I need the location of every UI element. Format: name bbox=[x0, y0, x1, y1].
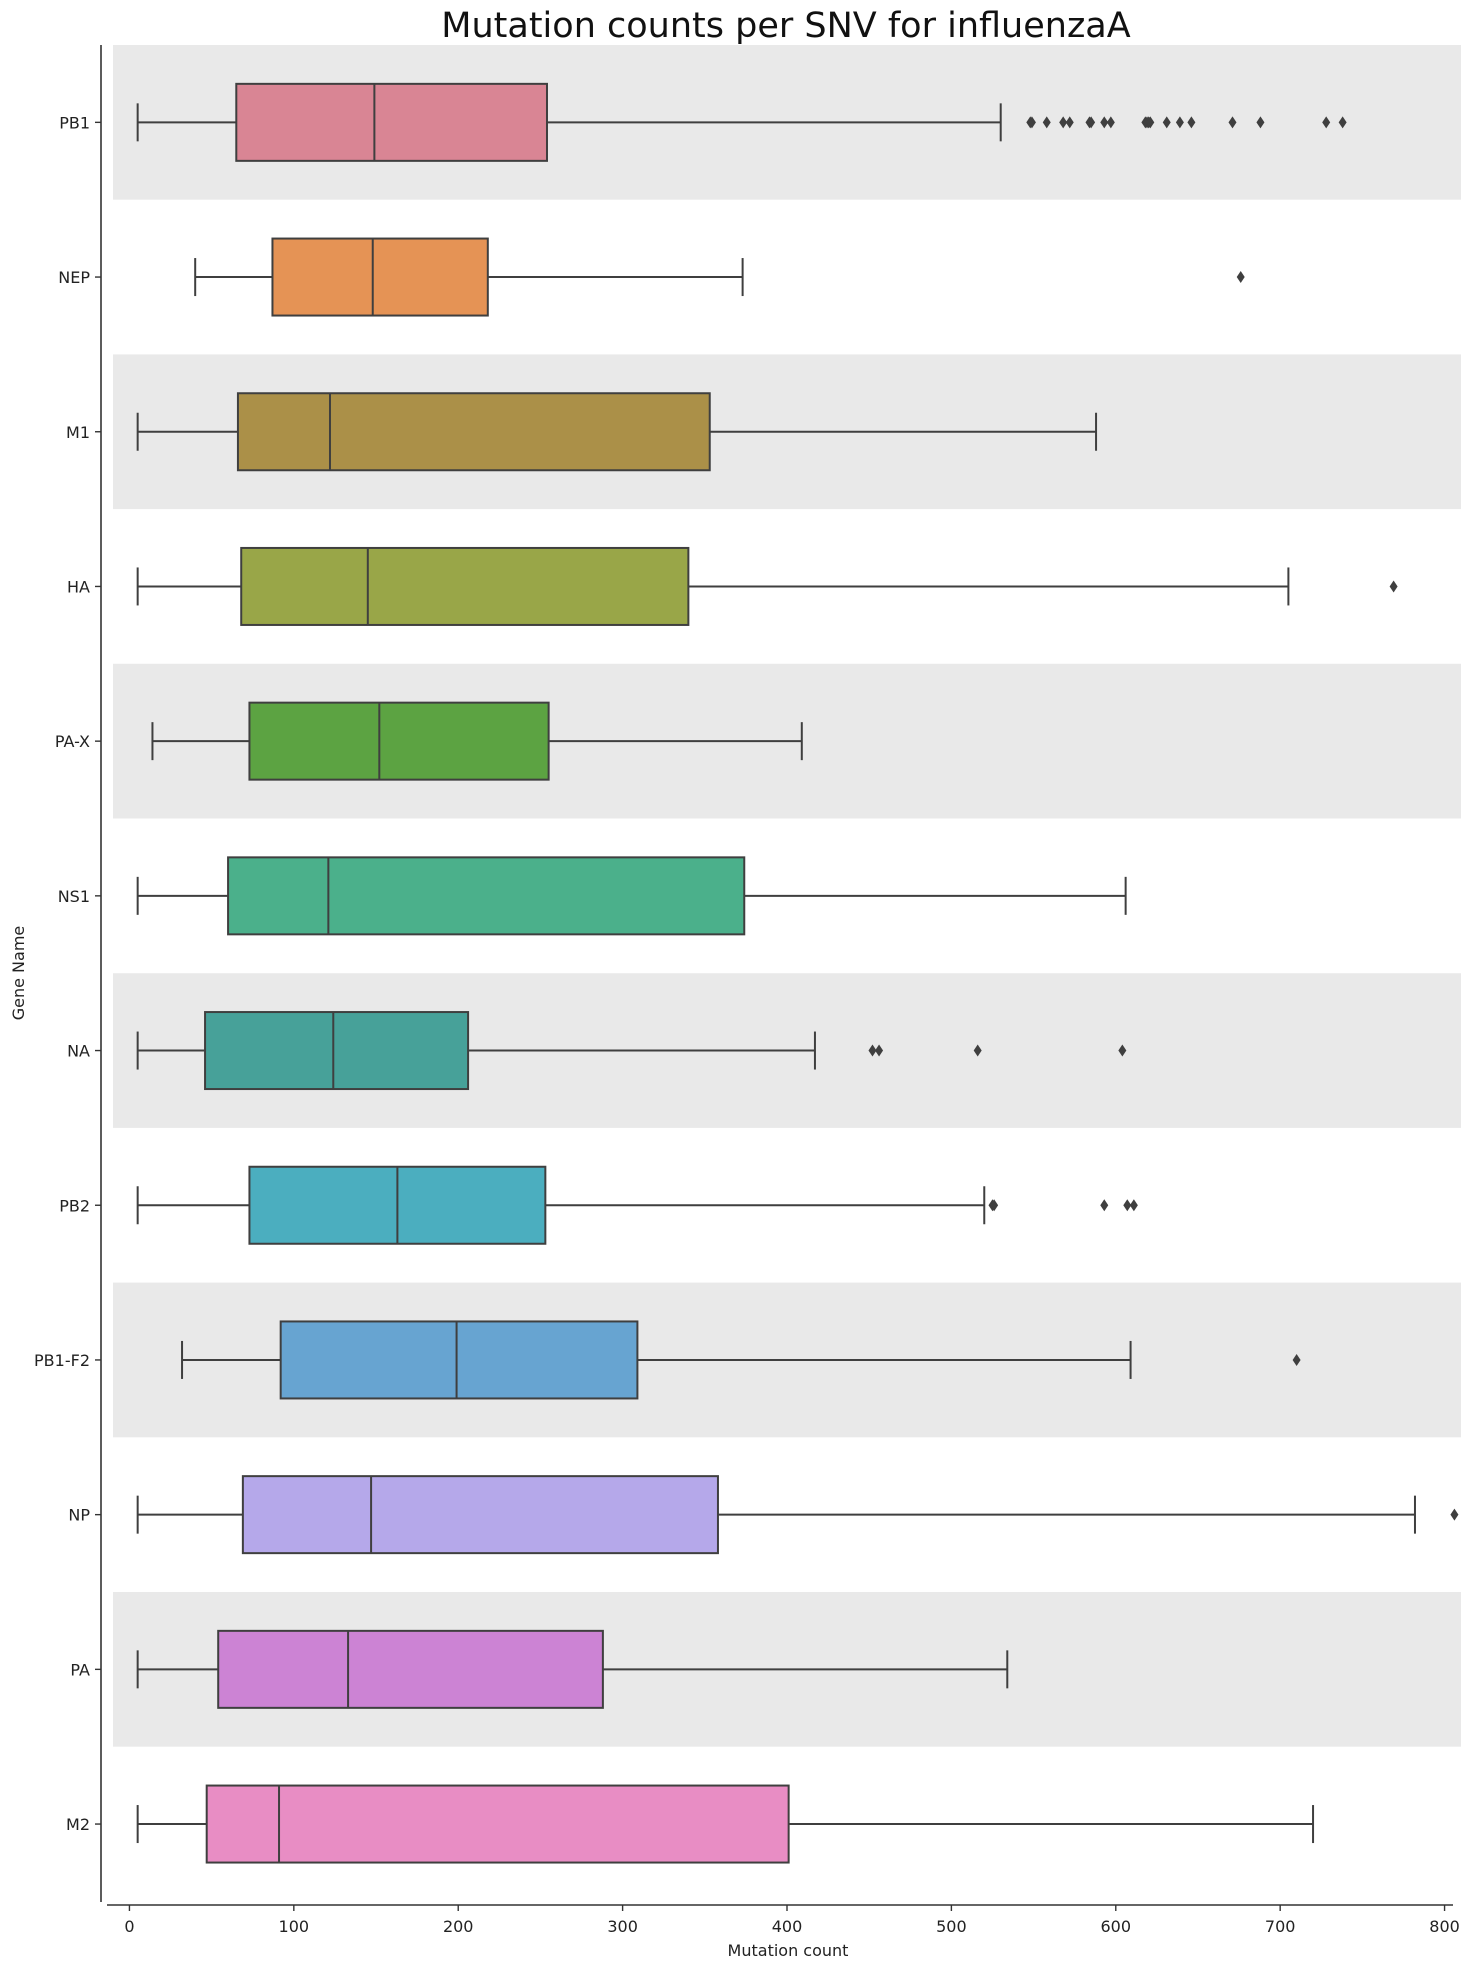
outlier-point bbox=[1175, 116, 1184, 129]
box-iqr bbox=[240, 546, 690, 626]
box-m2 bbox=[136, 1784, 1315, 1864]
box-pb1 bbox=[136, 82, 1347, 162]
box-nep bbox=[194, 237, 1245, 317]
outlier-point bbox=[1389, 580, 1398, 593]
outlier-point bbox=[1450, 1508, 1459, 1521]
x-tick-label: 300 bbox=[607, 1917, 638, 1936]
outlier-point bbox=[1228, 116, 1237, 129]
outlier-point bbox=[1087, 116, 1096, 129]
box-np bbox=[136, 1475, 1459, 1555]
x-axis-ticks: 0 100 200 300 400 500 600 700 800 bbox=[124, 1905, 1460, 1936]
x-tick-label: 0 bbox=[124, 1917, 134, 1936]
box-m1 bbox=[136, 392, 1098, 472]
x-tick-label: 400 bbox=[772, 1917, 803, 1936]
x-tick-label: 700 bbox=[1265, 1917, 1296, 1936]
outlier-point bbox=[1042, 116, 1051, 129]
y-tick-label: NEP bbox=[58, 268, 90, 287]
box-na bbox=[136, 1011, 1127, 1091]
y-axis-label: Gene Name bbox=[9, 926, 28, 1021]
box-iqr bbox=[227, 856, 746, 936]
box-iqr bbox=[235, 82, 548, 162]
outlier-point bbox=[1129, 1199, 1138, 1212]
outlier-point bbox=[1162, 116, 1171, 129]
chart-title: Mutation counts per SNV for influenzaA bbox=[441, 6, 1130, 46]
box-ns1 bbox=[136, 856, 1127, 936]
outlier-point bbox=[1118, 1044, 1127, 1057]
outlier-point bbox=[1338, 116, 1347, 129]
outlier-point bbox=[1236, 271, 1245, 284]
outlier-point bbox=[868, 1044, 877, 1057]
box-pb2 bbox=[136, 1165, 1138, 1245]
x-tick-label: 600 bbox=[1101, 1917, 1132, 1936]
outlier-point bbox=[1187, 116, 1196, 129]
outlier-point bbox=[1123, 1199, 1132, 1212]
x-tick-label: 200 bbox=[443, 1917, 474, 1936]
outlier-point bbox=[990, 1199, 999, 1212]
x-tick-label: 100 bbox=[279, 1917, 310, 1936]
box-pa-x bbox=[151, 701, 803, 781]
box-pb1-f2 bbox=[181, 1320, 1301, 1400]
outlier-point bbox=[1100, 1199, 1109, 1212]
box-iqr bbox=[204, 1011, 470, 1091]
outlier-point bbox=[1027, 116, 1036, 129]
box-iqr bbox=[271, 237, 489, 317]
x-tick-label: 800 bbox=[1429, 1917, 1460, 1936]
outlier-point bbox=[1059, 116, 1068, 129]
outlier-point bbox=[1065, 116, 1074, 129]
outlier-point bbox=[1100, 116, 1109, 129]
y-tick-label: NS1 bbox=[58, 887, 90, 906]
y-tick-label: HA bbox=[67, 577, 90, 596]
outlier-point bbox=[1106, 116, 1115, 129]
outlier-point bbox=[875, 1044, 884, 1057]
y-tick-label: NP bbox=[68, 1506, 90, 1525]
y-tick-label: PB1-F2 bbox=[34, 1351, 90, 1370]
box-iqr bbox=[279, 1320, 639, 1400]
y-axis-ticks: PB1 NEP M1 HA PA-X NS1 NA PB2 PB1-F2 NP PA M2 bbox=[34, 113, 101, 1834]
box-iqr bbox=[236, 392, 711, 472]
box-iqr bbox=[248, 701, 550, 781]
y-tick-label: PB1 bbox=[59, 113, 90, 132]
x-tick-label: 500 bbox=[936, 1917, 967, 1936]
box-iqr bbox=[217, 1629, 604, 1709]
outlier-point bbox=[1322, 116, 1331, 129]
box-ha bbox=[136, 546, 1398, 626]
y-tick-label: M1 bbox=[66, 423, 90, 442]
y-tick-label: PA-X bbox=[55, 732, 90, 751]
y-tick-label: NA bbox=[67, 1042, 90, 1061]
outlier-point bbox=[1256, 116, 1265, 129]
y-tick-label: M2 bbox=[66, 1815, 90, 1834]
y-tick-label: PB2 bbox=[59, 1196, 90, 1215]
outlier-point bbox=[973, 1044, 982, 1057]
outlier-point bbox=[1292, 1353, 1301, 1366]
x-axis-label: Mutation count bbox=[728, 1941, 849, 1960]
outlier-point bbox=[1146, 116, 1155, 129]
box-iqr bbox=[241, 1475, 719, 1555]
box-iqr bbox=[205, 1784, 790, 1864]
box-series bbox=[136, 82, 1459, 1864]
box-pa bbox=[136, 1629, 1009, 1709]
y-tick-label: PA bbox=[70, 1660, 90, 1679]
